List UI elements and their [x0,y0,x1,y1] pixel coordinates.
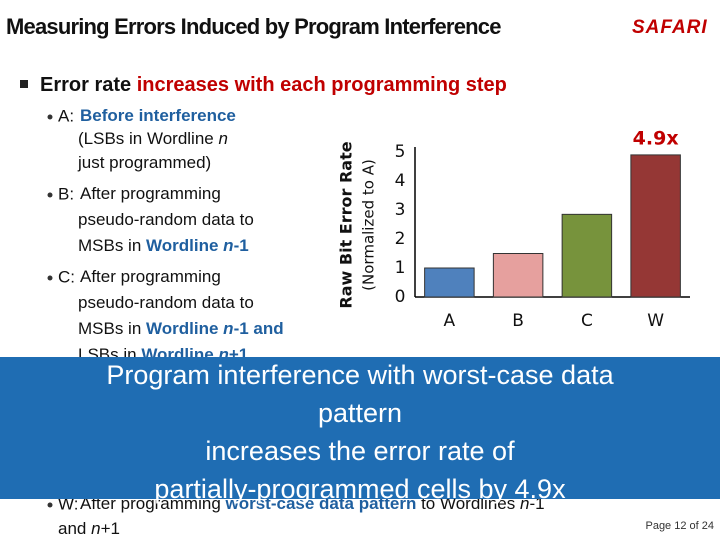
y-tick-label: 3 [395,200,406,220]
text-run: worst-case data pattern [225,494,417,513]
x-tick-label: A [444,311,456,331]
bullet-line: After programming [80,184,221,203]
bullet-label: C: [58,267,75,286]
bar [492,253,544,298]
bullet-line: pseudo-random data to [78,293,254,312]
bullet-line: After programming worst-case data patter… [80,494,545,513]
callout-line: partially-programmed cells by 4.9x [154,474,566,504]
callout-line: increases the error rate of [205,436,515,466]
headline: Error rate increases with each programmi… [40,74,507,96]
text-run: and [58,519,91,538]
text-run: After programming [80,267,221,286]
text-run: Before interference [80,106,236,125]
text-run: (LSBs in Wordline [78,129,218,148]
footer: Page 12 of 24 [645,520,714,532]
text-run: After programming [80,494,226,513]
text-run: pseudo-random data to [78,293,254,312]
slide-title: Measuring Errors Induced by Program Inte… [6,14,501,39]
bullet-line: MSBs in Wordline n-1 [78,236,249,255]
bullet-square [20,80,28,88]
bar [630,154,681,298]
text-run: n [218,345,228,364]
text-run: -1 and [234,319,284,338]
x-tick-label: C [581,311,593,331]
y-tick-label: 1 [395,258,406,278]
callout-line: pattern [318,398,402,428]
y-tick-label: 4 [395,171,406,191]
x-tick-label: W [647,311,664,331]
bar [561,213,613,298]
y-axis-title: Raw Bit Error Rate [337,141,356,308]
bullet-line: After programming [80,267,221,286]
y-tick-label: 0 [395,287,406,307]
bullet-dot [47,114,53,120]
text-run: MSBs in [78,236,146,255]
text-run: After programming [80,184,221,203]
callout-line: Program interference with worst-case dat… [106,360,614,390]
y-tick-label: 5 [395,142,406,162]
text-run: -1 [234,236,249,255]
bullet-label: A: [58,106,74,125]
text-run: just programmed) [77,153,211,172]
callout-box [0,357,720,499]
bullet-dot [47,502,53,508]
bullet-dot [47,192,53,198]
x-tick-label: B [512,311,524,331]
text-run: n [223,319,233,338]
bullet-label: W: [58,494,78,513]
text-run: n [520,494,529,513]
bullet-dot [47,275,53,281]
text-run: +1 [101,519,120,538]
text-run: n [223,236,233,255]
value-label: 4.9x [633,127,679,149]
y-axis-note: (Normalized to A) [360,159,378,291]
text-run: Wordline [146,236,223,255]
text-run: MSBs in [78,319,146,338]
text-run: to Wordlines [416,494,520,513]
bullet-line: (LSBs in Wordline n [78,129,228,148]
logo: SAFARI [632,17,708,38]
headline-part: Error rate [40,74,137,96]
text-run: n [218,129,227,148]
headline-part: increases with each programming step [137,74,507,96]
bullet-label: B: [58,184,74,203]
bullet-line: pseudo-random data to [78,210,254,229]
bullet-line: MSBs in Wordline n-1 and [78,319,284,338]
bar [424,267,475,298]
y-tick-label: 2 [395,229,406,249]
text-run: Wordline [146,319,223,338]
text-run: -1 [529,494,544,513]
bullet-line: Before interference [80,106,236,125]
bullet-line: and n+1 [58,519,120,538]
text-run: pseudo-random data to [78,210,254,229]
text-run: n [91,519,100,538]
bullet-line: just programmed) [77,153,211,172]
